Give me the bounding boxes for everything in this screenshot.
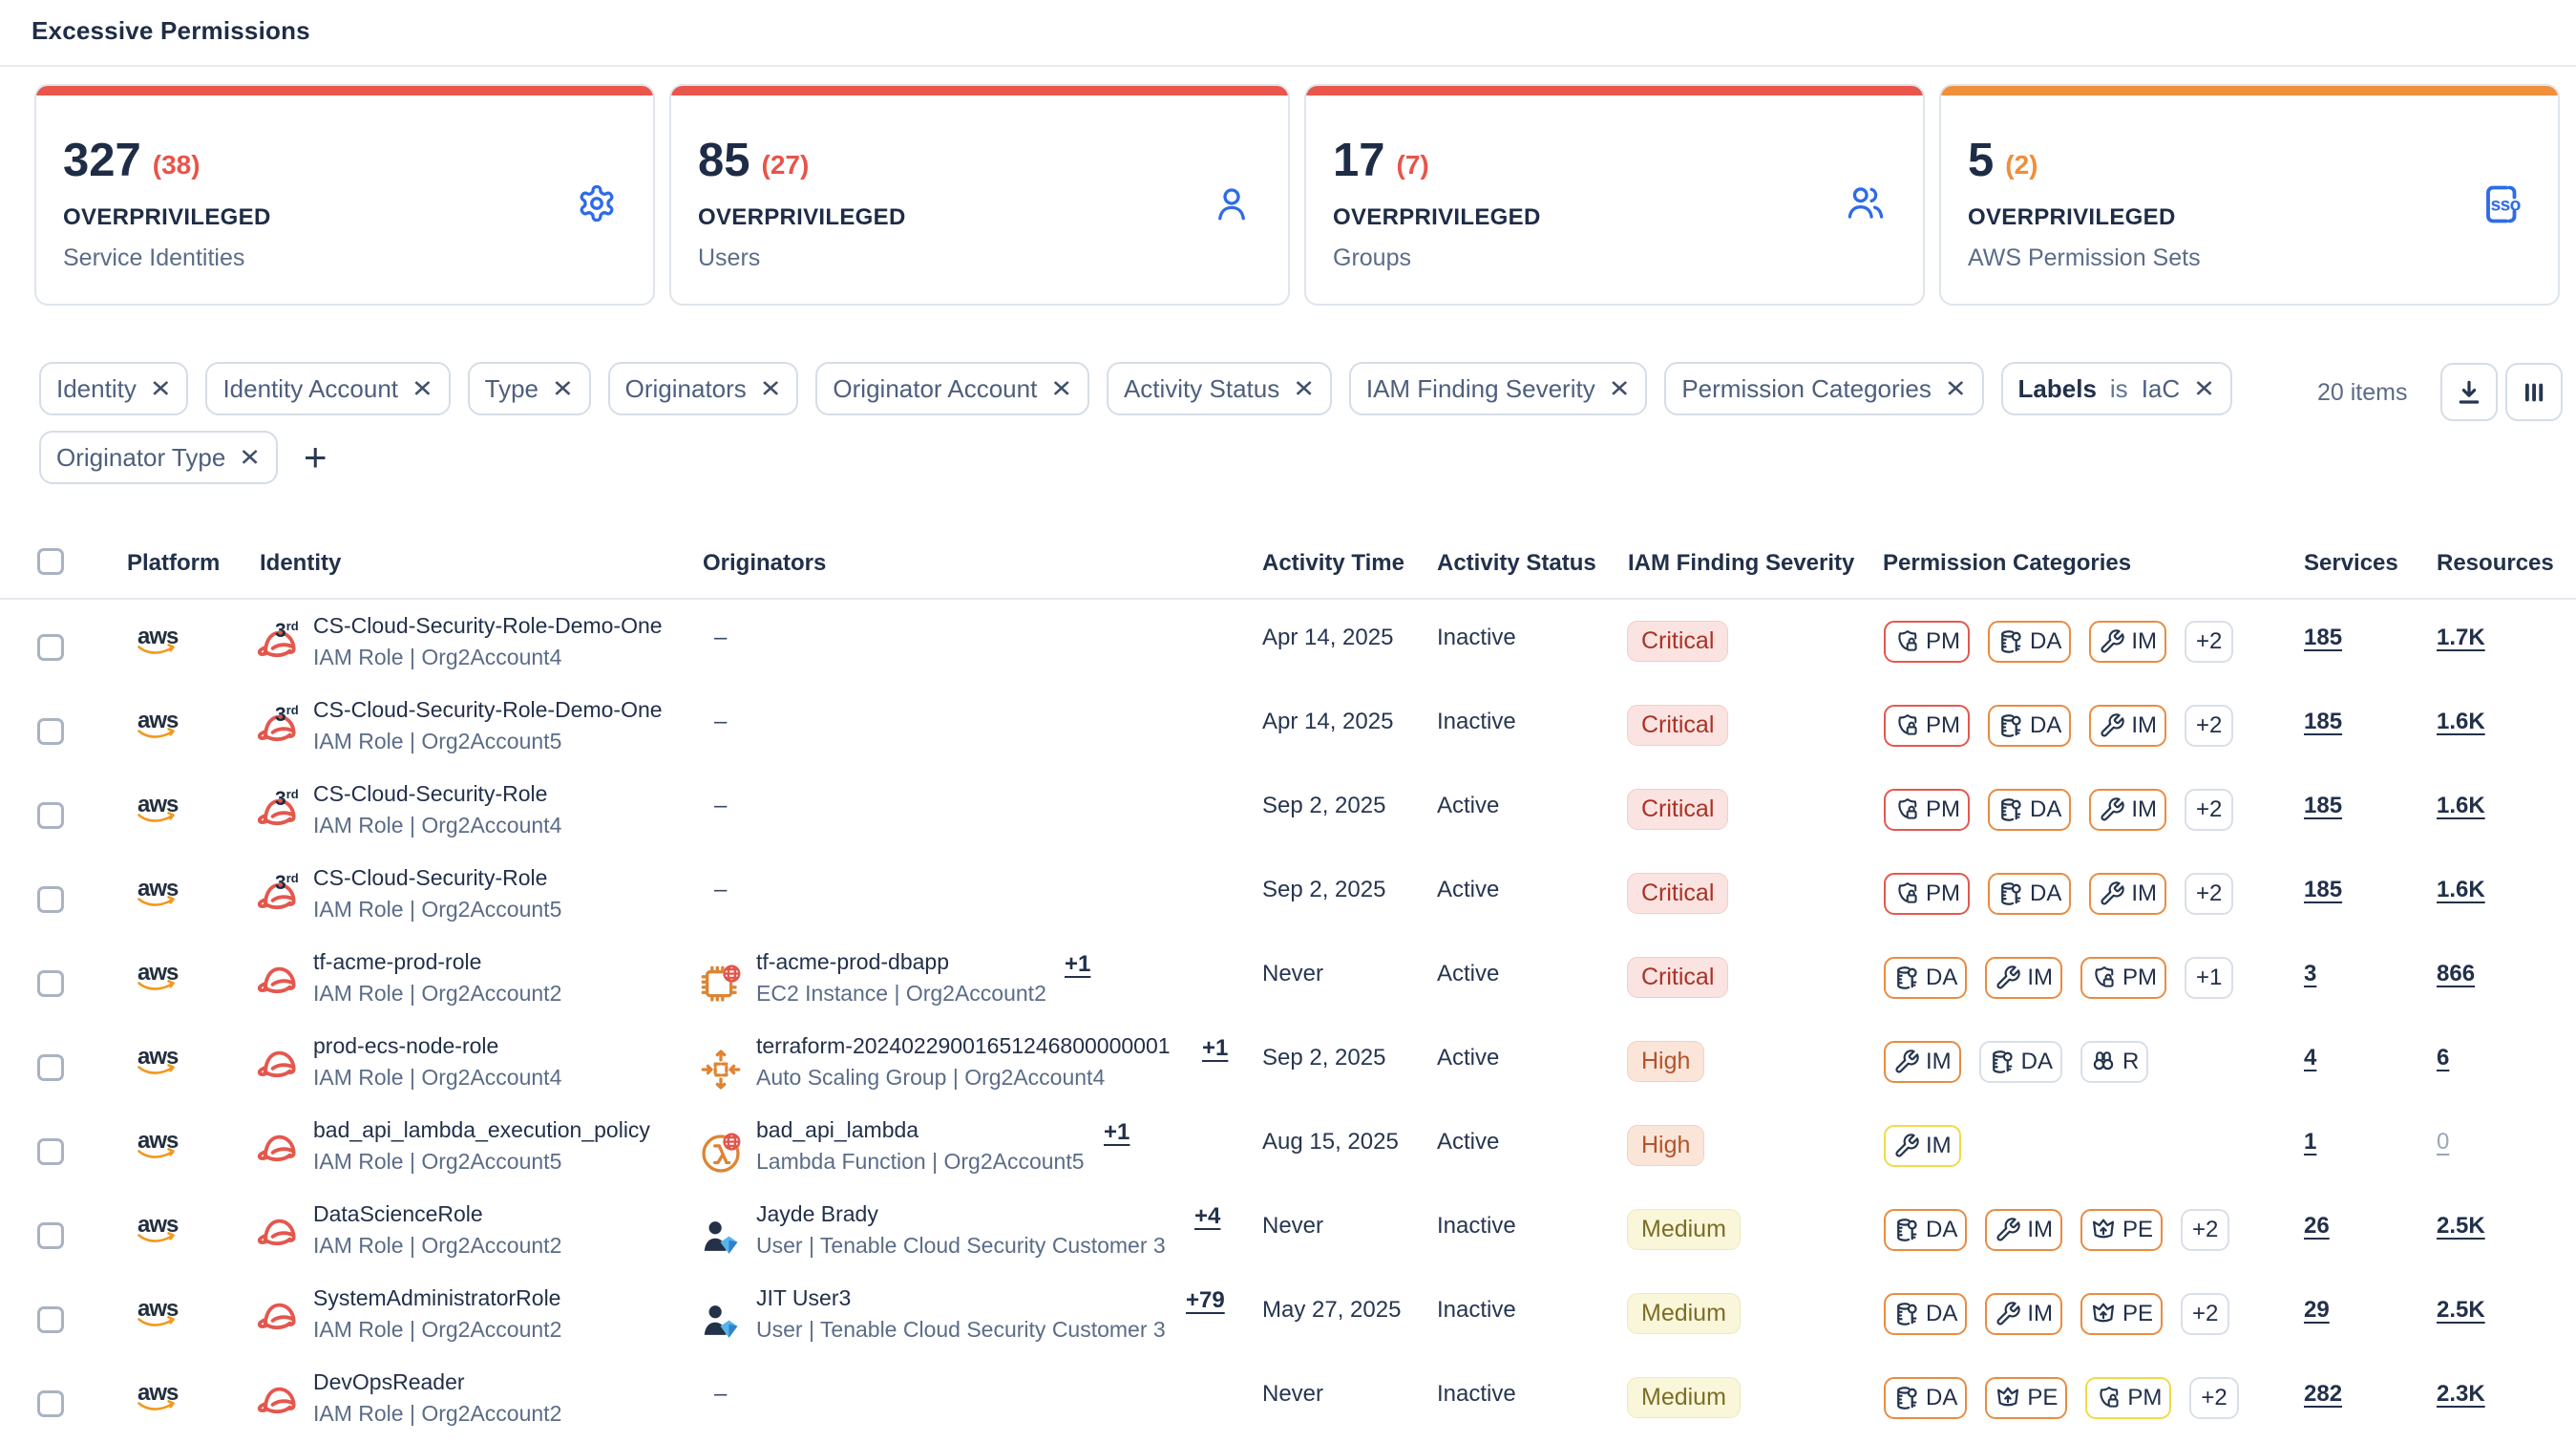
svg-text:sso: sso	[2491, 196, 2521, 216]
